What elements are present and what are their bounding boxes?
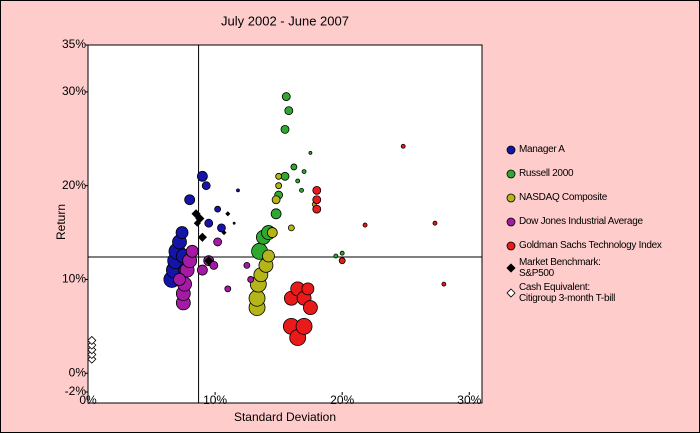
x-tick-label: 30% xyxy=(457,393,481,407)
bubble xyxy=(275,172,283,180)
bubble xyxy=(221,230,227,236)
bubble xyxy=(270,208,282,220)
bubble xyxy=(214,205,222,213)
plot-area xyxy=(87,44,483,404)
bubble xyxy=(185,244,199,258)
bubble xyxy=(87,345,97,355)
legend-label: Market Benchmark: S&P500 xyxy=(519,256,601,279)
bubble xyxy=(290,163,298,171)
bubble xyxy=(173,273,186,286)
y-tick-label: 30% xyxy=(62,84,86,98)
bubble xyxy=(271,195,281,205)
legend-marker xyxy=(506,263,516,273)
bubble xyxy=(87,349,97,360)
bubble xyxy=(209,260,219,270)
bubble xyxy=(236,188,240,193)
x-tick-label: 20% xyxy=(330,393,354,407)
bubble xyxy=(339,250,345,256)
bubble xyxy=(87,335,97,345)
legend-label: Goldman Sachs Technology Index xyxy=(519,240,662,251)
bubble xyxy=(266,227,278,238)
y-tick-label: 10% xyxy=(62,272,86,286)
legend-label: Russell 2000 xyxy=(519,168,574,179)
bubble xyxy=(175,226,189,239)
chart-title: July 2002 - June 2007 xyxy=(221,13,349,28)
bubble xyxy=(284,106,294,116)
bubble xyxy=(280,171,290,181)
bubble xyxy=(184,194,196,206)
bubble xyxy=(432,220,438,226)
bubble xyxy=(333,253,339,259)
bubble xyxy=(87,354,97,364)
bubble xyxy=(308,150,313,155)
bubble xyxy=(287,224,295,232)
legend-marker xyxy=(506,288,516,298)
bubble xyxy=(312,185,322,195)
bubble xyxy=(201,181,211,191)
bubble xyxy=(312,195,322,205)
bubble xyxy=(338,257,346,265)
y-tick-label: 35% xyxy=(62,37,86,51)
bubble xyxy=(299,187,304,193)
bubble xyxy=(295,317,313,335)
bubble xyxy=(204,256,214,266)
y-tick-label: -2% xyxy=(65,384,87,398)
bubble xyxy=(232,221,236,225)
bubble xyxy=(312,204,322,214)
legend-label: Manager A xyxy=(519,144,565,155)
bubble xyxy=(275,182,283,190)
bubble xyxy=(301,169,307,175)
bubble xyxy=(213,237,223,247)
bubble xyxy=(247,276,255,283)
bubble xyxy=(87,340,97,350)
x-axis-title: Standard Deviation xyxy=(234,410,336,424)
x-tick-label: 10% xyxy=(203,393,227,407)
x-tick-label: 0% xyxy=(79,393,97,407)
legend-label: NASDAQ Composite xyxy=(519,192,608,203)
legend-marker xyxy=(506,241,516,251)
legend-label: Dow Jones Industrial Average xyxy=(519,216,643,227)
bubble xyxy=(204,218,214,228)
bubble xyxy=(217,223,226,233)
legend-marker xyxy=(506,193,516,203)
legend-marker xyxy=(506,217,516,227)
bubble xyxy=(362,222,368,228)
bubble xyxy=(193,219,201,227)
bubble xyxy=(196,264,208,276)
bubble xyxy=(197,232,207,242)
bubble xyxy=(262,249,275,263)
bubble xyxy=(301,282,315,296)
bubble xyxy=(224,285,232,293)
bubble xyxy=(243,261,251,269)
bubble xyxy=(400,143,406,149)
bubble xyxy=(225,211,231,217)
y-axis-title: Return xyxy=(54,204,68,240)
bubble xyxy=(196,170,208,182)
y-tick-label: 20% xyxy=(62,178,86,192)
legend-marker xyxy=(506,169,516,179)
bubble xyxy=(303,300,318,315)
y-tick-label: 0% xyxy=(69,365,87,379)
legend-label: Cash Equivalent: Citigroup 3-month T-bil… xyxy=(519,281,615,304)
bubble xyxy=(295,178,301,184)
bubble xyxy=(280,125,290,134)
legend-marker xyxy=(506,145,516,155)
bubble xyxy=(248,289,266,307)
bubble xyxy=(441,281,447,287)
bubble xyxy=(281,92,291,101)
